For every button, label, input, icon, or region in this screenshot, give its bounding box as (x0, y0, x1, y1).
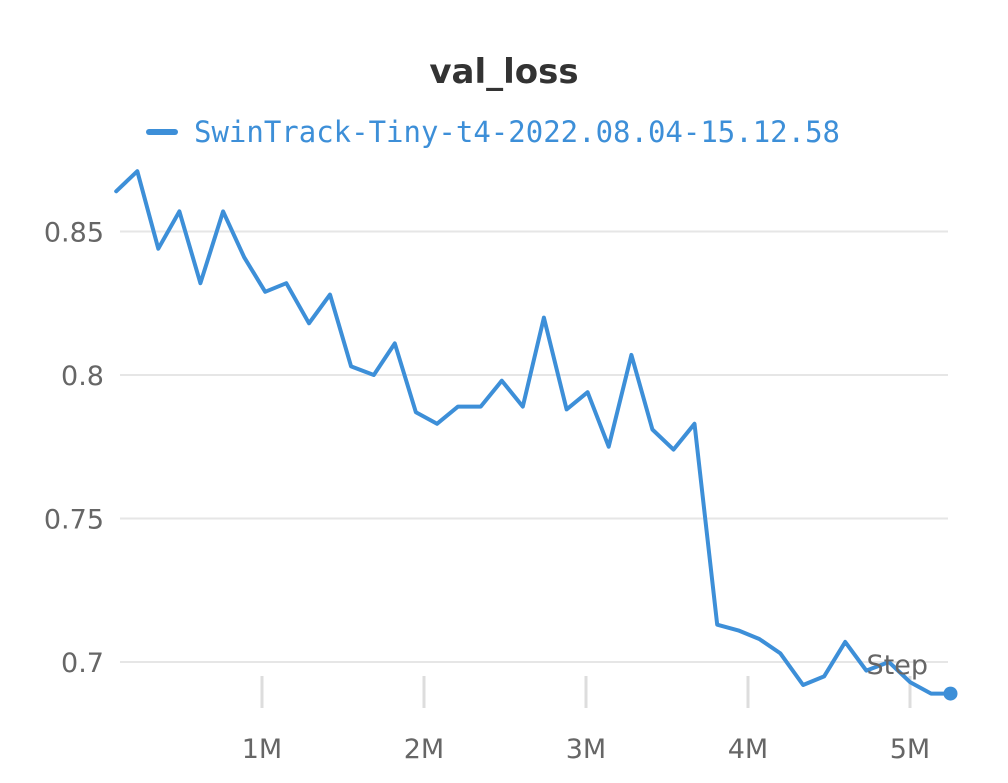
x-tick-label: 2M (404, 734, 444, 765)
x-tick-label: 3M (566, 734, 606, 765)
x-tick-label: 1M (242, 734, 282, 765)
legend-series-label: SwinTrack-Tiny-t4-2022.08.04-15.12.58 (194, 115, 841, 149)
series-group (114, 169, 958, 701)
y-tick-label: 0.7 (61, 648, 104, 679)
chart-title: val_loss (429, 52, 579, 92)
y-axis-labels: 0.7 0.75 0.8 0.85 (44, 218, 104, 680)
legend-swatch (146, 129, 178, 135)
grid-lines (120, 230, 948, 663)
x-axis-label: Step (867, 650, 928, 681)
x-axis-labels: 1M 2M 3M 4M 5M (242, 734, 930, 765)
series-end-point[interactable] (943, 686, 958, 701)
y-tick-label: 0.8 (61, 361, 104, 392)
x-tick-label: 4M (728, 734, 768, 765)
legend[interactable]: SwinTrack-Tiny-t4-2022.08.04-15.12.58 (146, 112, 840, 152)
y-tick-label: 0.75 (44, 505, 104, 536)
y-tick-label: 0.85 (44, 218, 104, 249)
x-axis-ticks (260, 676, 912, 708)
x-tick-label: 5M (890, 734, 930, 765)
series-line[interactable] (114, 169, 953, 696)
